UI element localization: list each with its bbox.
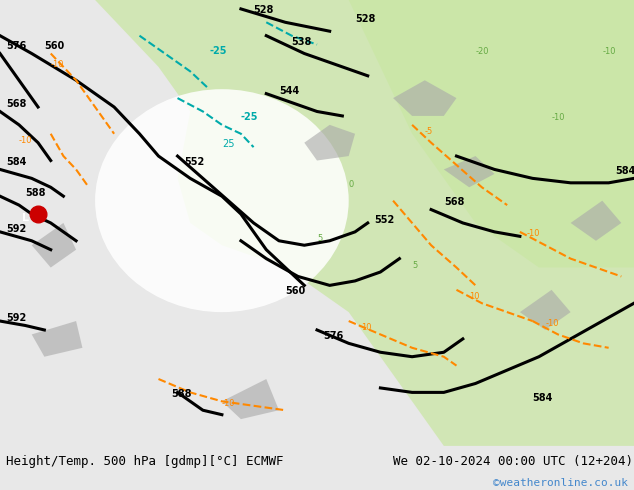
Text: 25: 25 <box>222 139 235 149</box>
Text: 568: 568 <box>6 99 27 109</box>
Text: 584: 584 <box>533 393 553 403</box>
Polygon shape <box>95 0 634 446</box>
Text: 560: 560 <box>285 286 306 296</box>
Text: -10: -10 <box>222 399 235 408</box>
Text: 588: 588 <box>171 389 191 399</box>
Polygon shape <box>32 223 76 268</box>
Text: 576: 576 <box>323 331 344 341</box>
Text: 538: 538 <box>292 37 312 47</box>
Text: 588: 588 <box>25 188 46 198</box>
Polygon shape <box>571 201 621 241</box>
Text: L: L <box>22 214 29 223</box>
Text: -25: -25 <box>209 46 227 55</box>
Ellipse shape <box>95 89 349 312</box>
Text: 544: 544 <box>279 86 299 96</box>
Text: 10: 10 <box>361 323 372 332</box>
Text: 592: 592 <box>6 313 27 323</box>
Text: 552: 552 <box>184 157 204 167</box>
Text: 560: 560 <box>44 41 65 51</box>
Text: -10: -10 <box>545 318 559 327</box>
Text: 0: 0 <box>349 180 354 189</box>
Text: -10: -10 <box>552 113 565 122</box>
Text: 5: 5 <box>317 234 322 243</box>
Polygon shape <box>393 80 456 116</box>
Text: -20: -20 <box>476 47 489 55</box>
Text: 584: 584 <box>615 166 634 176</box>
Text: -10: -10 <box>526 229 540 238</box>
Polygon shape <box>304 125 355 161</box>
Text: 552: 552 <box>374 215 394 225</box>
Text: We 02-10-2024 00:00 UTC (12+204): We 02-10-2024 00:00 UTC (12+204) <box>393 455 633 468</box>
Text: 528: 528 <box>254 5 274 15</box>
Polygon shape <box>520 290 571 330</box>
Text: -10: -10 <box>602 47 616 55</box>
Text: -10: -10 <box>19 136 32 145</box>
Text: 5: 5 <box>412 261 417 270</box>
Text: 576: 576 <box>6 41 27 51</box>
Polygon shape <box>32 321 82 357</box>
Text: 584: 584 <box>6 157 27 167</box>
Text: 10: 10 <box>469 292 480 301</box>
Text: -10: -10 <box>51 60 64 69</box>
Text: 592: 592 <box>6 224 27 234</box>
Text: Height/Temp. 500 hPa [gdmp][°C] ECMWF: Height/Temp. 500 hPa [gdmp][°C] ECMWF <box>6 455 284 468</box>
Polygon shape <box>444 156 495 187</box>
Text: 528: 528 <box>355 14 375 24</box>
Text: -25: -25 <box>241 112 259 122</box>
Text: 568: 568 <box>444 197 464 207</box>
Polygon shape <box>349 0 634 268</box>
Text: -5: -5 <box>425 127 433 136</box>
Polygon shape <box>222 379 279 419</box>
Text: ©weatheronline.co.uk: ©weatheronline.co.uk <box>493 478 628 489</box>
